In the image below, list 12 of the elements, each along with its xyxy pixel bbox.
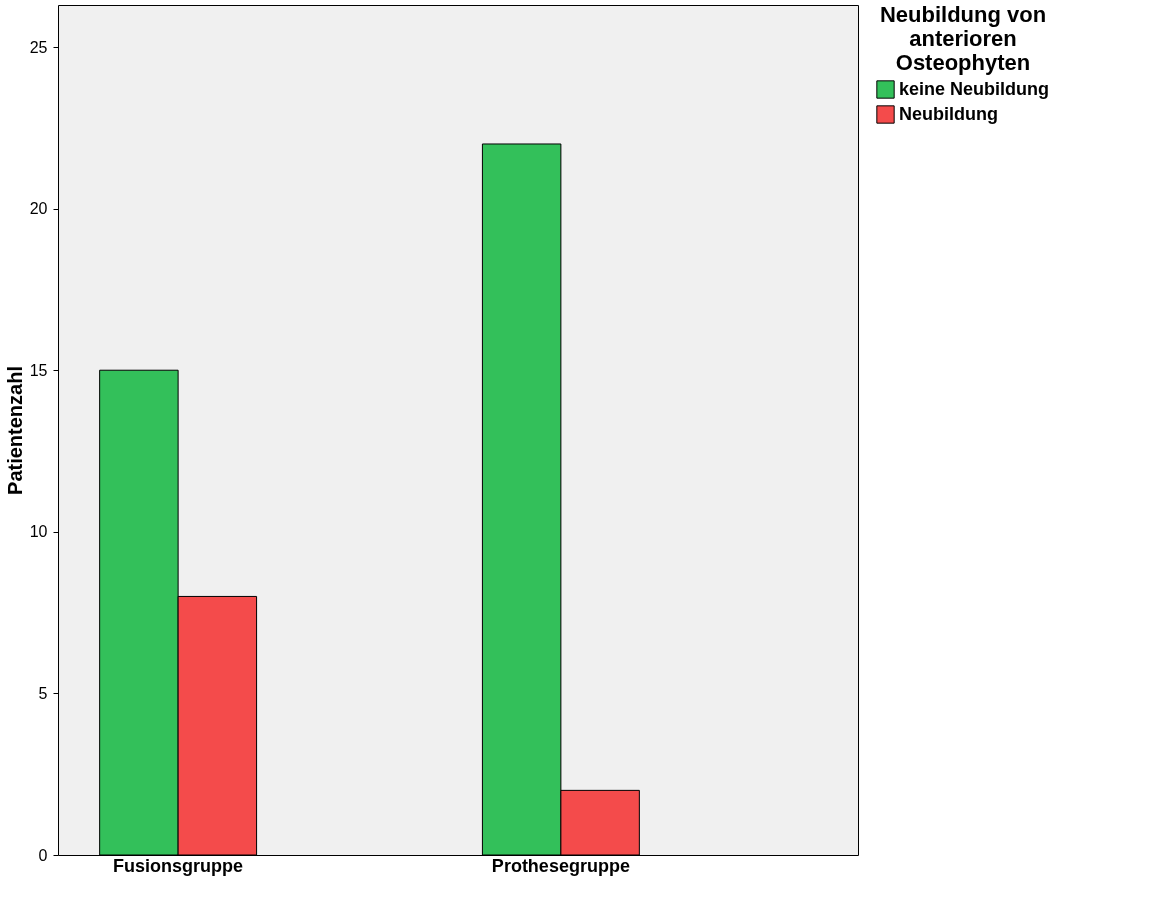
y-tick-label: 10 [29,523,48,541]
y-tick-label: 5 [38,684,48,702]
legend-title: Neubildung von anterioren Osteophyten [879,2,1047,75]
y-tick-label: 15 [29,361,48,379]
y-tick-label: 20 [29,200,48,218]
legend-label: Neubildung [899,103,998,124]
y-tick-label: 0 [38,846,48,864]
x-tick-label: Fusionsgruppe [113,855,244,876]
y-axis-title: Patientenzahl [3,366,26,495]
y-tick-label: 25 [29,38,48,56]
legend-label: keine Neubildung [899,78,1050,99]
x-tick-label: Prothesegruppe [491,855,630,876]
